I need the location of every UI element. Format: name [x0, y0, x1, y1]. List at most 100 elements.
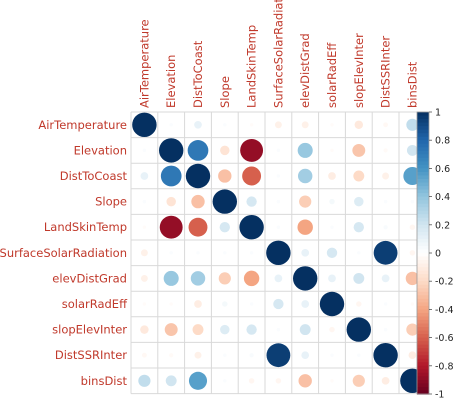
column-label: solarRadEff — [325, 42, 339, 108]
correlation-cell-DistToCoast-DistSSRInter — [382, 172, 390, 180]
legend-swatch — [417, 122, 429, 127]
column-label: SurfaceSolarRadiation — [271, 0, 285, 108]
correlation-cell-binsDist-Elevation — [165, 375, 177, 387]
legend-tick-label: 0.2 — [435, 220, 450, 231]
legend-swatch — [417, 295, 429, 300]
row-label: elevDistGrad — [52, 271, 127, 285]
legend-swatch — [417, 186, 429, 191]
correlation-cell-AirTemperature-slopElevInter — [354, 120, 364, 130]
legend-tick-label: 1 — [435, 108, 441, 119]
column-label: AirTemperature — [137, 19, 151, 108]
legend-swatch — [417, 164, 429, 169]
legend-swatch — [417, 182, 429, 187]
correlation-cell-LandSkinTemp-Elevation — [159, 215, 183, 239]
correlation-cell-elevDistGrad-solarRadEff — [328, 274, 336, 283]
correlation-cell-binsDist-DistToCoast — [188, 371, 208, 390]
correlation-cell-slopElevInter-binsDist — [406, 323, 419, 336]
correlation-cell-binsDist-SurfaceSolarRadiation — [275, 378, 282, 384]
legend-swatch — [417, 319, 429, 325]
correlation-cell-LandSkinTemp-solarRadEff — [330, 225, 334, 229]
correlation-cell-AirTemperature-SurfaceSolarRadiation — [274, 121, 282, 129]
legend-swatch — [417, 171, 429, 177]
correlation-cell-solarRadEff-AirTemperature — [142, 302, 147, 306]
correlation-cell-Elevation-DistSSRInter — [383, 148, 388, 153]
correlation-cell-DistSSRInter-AirTemperature — [141, 352, 147, 358]
correlation-cell-SurfaceSolarRadiation-AirTemperature — [140, 249, 148, 257]
correlation-cell-elevDistGrad-Elevation — [163, 270, 179, 286]
correlation-cell-AirTemperature-Slope — [223, 123, 227, 127]
correlation-cell-LandSkinTemp-AirTemperature — [142, 225, 147, 229]
correlation-cell-LandSkinTemp-slopElevInter — [353, 222, 364, 233]
correlation-cell-DistSSRInter-solarRadEff — [330, 353, 334, 357]
correlation-cell-DistToCoast-DistToCoast — [185, 163, 211, 189]
correlation-cell-slopElevInter-DistSSRInter — [383, 327, 388, 332]
column-label: slopElevInter — [352, 33, 366, 108]
correlation-cell-DistToCoast-slopElevInter — [353, 170, 365, 182]
legend-swatch — [417, 344, 429, 349]
correlation-cell-Elevation-elevDistGrad — [297, 142, 313, 158]
legend-swatch — [417, 161, 429, 166]
correlation-cell-DistSSRInter-LandSkinTemp — [249, 353, 254, 358]
legend-tick-label: 0.4 — [435, 192, 450, 203]
correlation-cell-AirTemperature-AirTemperature — [132, 112, 157, 137]
correlation-cell-LandSkinTemp-elevDistGrad — [297, 219, 313, 235]
row-label: Slope — [95, 195, 127, 209]
correlation-cell-solarRadEff-solarRadEff — [319, 291, 345, 317]
correlation-cell-Elevation-Slope — [220, 145, 230, 156]
correlation-cell-Slope-solarRadEff — [329, 198, 335, 205]
correlation-cell-Elevation-LandSkinTemp — [240, 138, 264, 162]
legend-swatch — [417, 221, 429, 226]
correlation-cell-binsDist-Slope — [223, 379, 227, 383]
row-labels: AirTemperature Elevation DistToCoast Slope L… — [0, 118, 128, 388]
legend-swatch — [417, 270, 429, 275]
correlation-cell-binsDist-DistSSRInter — [381, 376, 390, 385]
correlation-cell-LandSkinTemp-DistSSRInter — [383, 225, 388, 230]
correlation-cell-SurfaceSolarRadiation-Slope — [223, 251, 227, 255]
correlation-cell-DistToCoast-SurfaceSolarRadiation — [276, 174, 281, 178]
correlation-cell-AirTemperature-DistSSRInter — [383, 122, 389, 128]
correlation-cell-AirTemperature-elevDistGrad — [301, 121, 309, 129]
legend-swatch — [417, 263, 429, 268]
legend-swatch — [417, 365, 429, 370]
correlation-cell-solarRadEff-Slope — [222, 301, 228, 307]
correlation-circles — [132, 112, 425, 393]
correlation-cell-slopElevInter-DistToCoast — [192, 324, 204, 336]
row-label: DistSSRInter — [55, 348, 127, 362]
legend-swatch — [417, 175, 429, 180]
legend-tick-label: 0.6 — [435, 164, 450, 175]
correlation-cell-Elevation-SurfaceSolarRadiation — [276, 148, 281, 153]
correlation-cell-DistSSRInter-Elevation — [169, 353, 174, 358]
legend-swatch — [417, 217, 429, 222]
correlation-cell-slopElevInter-solarRadEff — [329, 326, 335, 333]
correlation-cell-slopElevInter-SurfaceSolarRadiation — [276, 327, 281, 332]
row-label: binsDist — [81, 374, 128, 388]
correlation-cell-AirTemperature-DistToCoast — [194, 120, 202, 129]
legend-swatch — [417, 133, 429, 138]
legend-tick-label: 0.8 — [435, 136, 450, 147]
correlation-cell-DistSSRInter-SurfaceSolarRadiation — [266, 343, 291, 368]
correlation-cell-SurfaceSolarRadiation-binsDist — [409, 250, 416, 256]
correlation-cell-slopElevInter-AirTemperature — [140, 325, 149, 334]
correlation-cell-solarRadEff-slopElevInter — [356, 301, 362, 307]
correlation-cell-solarRadEff-DistSSRInter — [383, 302, 388, 306]
legend-swatch — [417, 341, 429, 346]
correlation-cell-DistToCoast-AirTemperature — [140, 172, 149, 180]
correlation-cell-LandSkinTemp-binsDist — [409, 224, 416, 230]
legend-tick-label: -1 — [435, 390, 444, 401]
legend-swatch — [417, 140, 429, 145]
legend-swatch — [417, 334, 429, 339]
legend-swatch — [417, 245, 429, 251]
row-label: LandSkinTemp — [44, 220, 127, 234]
correlation-cell-solarRadEff-SurfaceSolarRadiation — [273, 298, 284, 310]
color-legend: 1 0.8 0.6 0.4 0.2 0 -0.2 -0.4 -0.6 -0.8 -1 — [416, 108, 454, 401]
correlation-cell-LandSkinTemp-DistToCoast — [188, 217, 208, 237]
correlation-cell-Elevation-AirTemperature — [142, 148, 147, 153]
legend-swatch — [417, 214, 429, 219]
correlation-cell-DistToCoast-solarRadEff — [328, 172, 336, 180]
legend-swatch — [417, 207, 429, 212]
legend-swatch — [417, 390, 429, 395]
correlation-cell-AirTemperature-LandSkinTemp — [249, 123, 254, 127]
legend-swatch — [417, 235, 429, 240]
correlation-cell-AirTemperature-binsDist — [406, 118, 419, 131]
correlation-cell-SurfaceSolarRadiation-DistToCoast — [196, 251, 200, 255]
